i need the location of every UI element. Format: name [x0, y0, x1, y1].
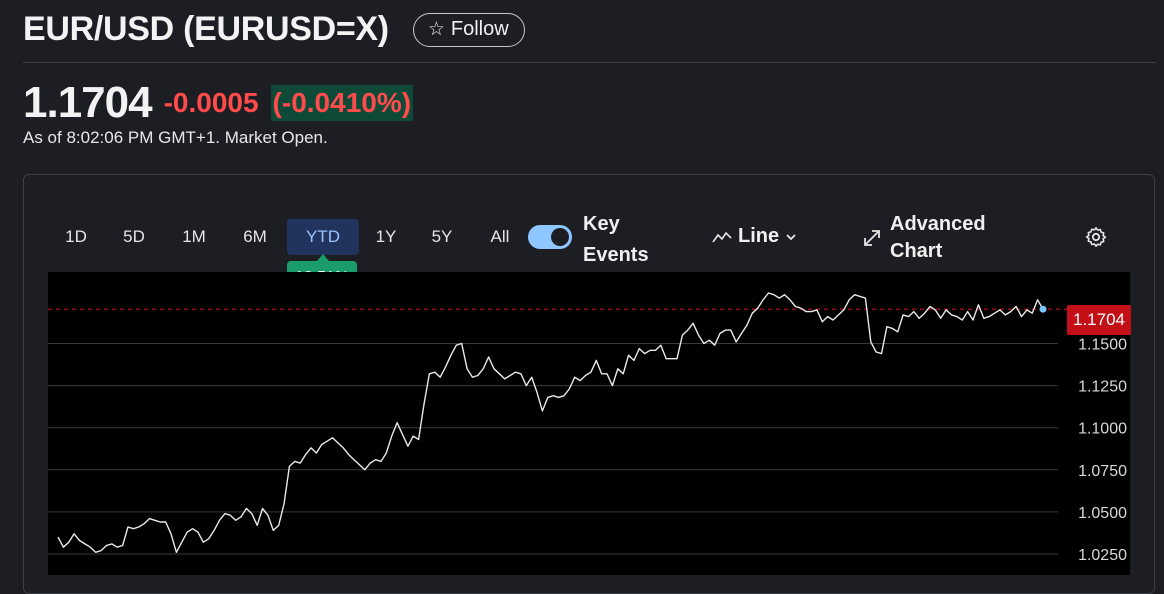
page-title: EUR/USD (EURUSD=X) — [23, 10, 389, 48]
gear-icon — [1085, 227, 1107, 247]
chart-settings-button[interactable] — [1084, 225, 1108, 254]
price-change: -0.0005 — [163, 87, 259, 118]
star-icon: ☆ — [427, 19, 445, 40]
range-6m[interactable]: 6M — [243, 227, 267, 246]
range-1y[interactable]: 1Y — [375, 227, 397, 246]
chart-plot-area[interactable]: 1.1500 1.1250 1.1000 1.0750 1.0500 1.0250 — [48, 272, 1130, 575]
range-ytd[interactable]: YTD — [287, 219, 359, 255]
y-tick-label: 1.0250 — [1078, 547, 1127, 564]
quote-summary: 1.1704 -0.0005 (-0.0410%) — [23, 78, 414, 128]
range-1d[interactable]: 1D — [65, 227, 87, 246]
key-events-label[interactable]: Key Events — [583, 213, 649, 266]
current-price: 1.1704 — [23, 78, 153, 127]
toggle-knob — [551, 228, 569, 246]
range-5y[interactable]: 5Y — [431, 227, 453, 246]
follow-label: Follow — [450, 18, 509, 40]
y-tick-label: 1.1250 — [1078, 379, 1127, 396]
price-change-percent: (-0.0410%) — [270, 85, 414, 121]
range-1m[interactable]: 1M — [182, 227, 206, 246]
current-price-label: 1.1704 — [1067, 305, 1131, 335]
line-chart-icon — [712, 231, 732, 242]
range-5d[interactable]: 5D — [123, 227, 145, 246]
expand-icon — [864, 230, 880, 246]
header-divider — [23, 62, 1156, 63]
y-tick-label: 1.1000 — [1078, 421, 1127, 438]
price-chart: 1.1500 1.1250 1.1000 1.0750 1.0500 1.0250 — [48, 292, 1127, 564]
y-tick-label: 1.0500 — [1078, 505, 1127, 522]
last-price-dot — [1039, 305, 1047, 313]
quote-header: EUR/USD (EURUSD=X) ☆ Follow — [23, 10, 525, 49]
price-series-line — [57, 292, 1044, 553]
follow-button[interactable]: ☆ Follow — [412, 12, 525, 47]
key-events-toggle[interactable] — [528, 225, 572, 249]
chevron-down-icon — [786, 233, 796, 240]
range-all[interactable]: All — [490, 227, 510, 246]
chart-type-label: Line — [738, 225, 780, 247]
chart-type-select[interactable]: Line — [712, 225, 797, 248]
market-status: As of 8:02:06 PM GMT+1. Market Open. — [23, 128, 328, 147]
advanced-chart-button[interactable]: Advanced Chart — [862, 211, 1000, 265]
y-tick-label: 1.0750 — [1078, 463, 1127, 480]
y-tick-label: 1.1500 — [1078, 337, 1127, 354]
advanced-chart-label: Advanced Chart — [890, 213, 986, 262]
